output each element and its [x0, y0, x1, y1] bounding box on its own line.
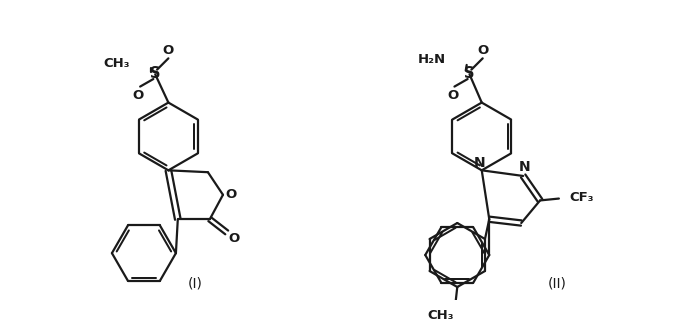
Text: O: O — [477, 44, 489, 57]
Text: CH₃: CH₃ — [104, 56, 130, 70]
Text: S: S — [464, 66, 475, 81]
Text: O: O — [132, 89, 144, 101]
Text: (I): (I) — [188, 276, 202, 290]
Text: O: O — [447, 89, 459, 101]
Text: (II): (II) — [547, 276, 566, 290]
Text: S: S — [150, 66, 160, 81]
Text: H₂N: H₂N — [418, 53, 446, 66]
Text: N: N — [474, 156, 486, 170]
Text: N: N — [519, 160, 531, 174]
Text: CF₃: CF₃ — [569, 191, 594, 204]
Text: O: O — [229, 232, 240, 245]
Text: O: O — [226, 188, 237, 201]
Text: O: O — [163, 44, 174, 57]
Text: CH₃: CH₃ — [427, 309, 454, 319]
